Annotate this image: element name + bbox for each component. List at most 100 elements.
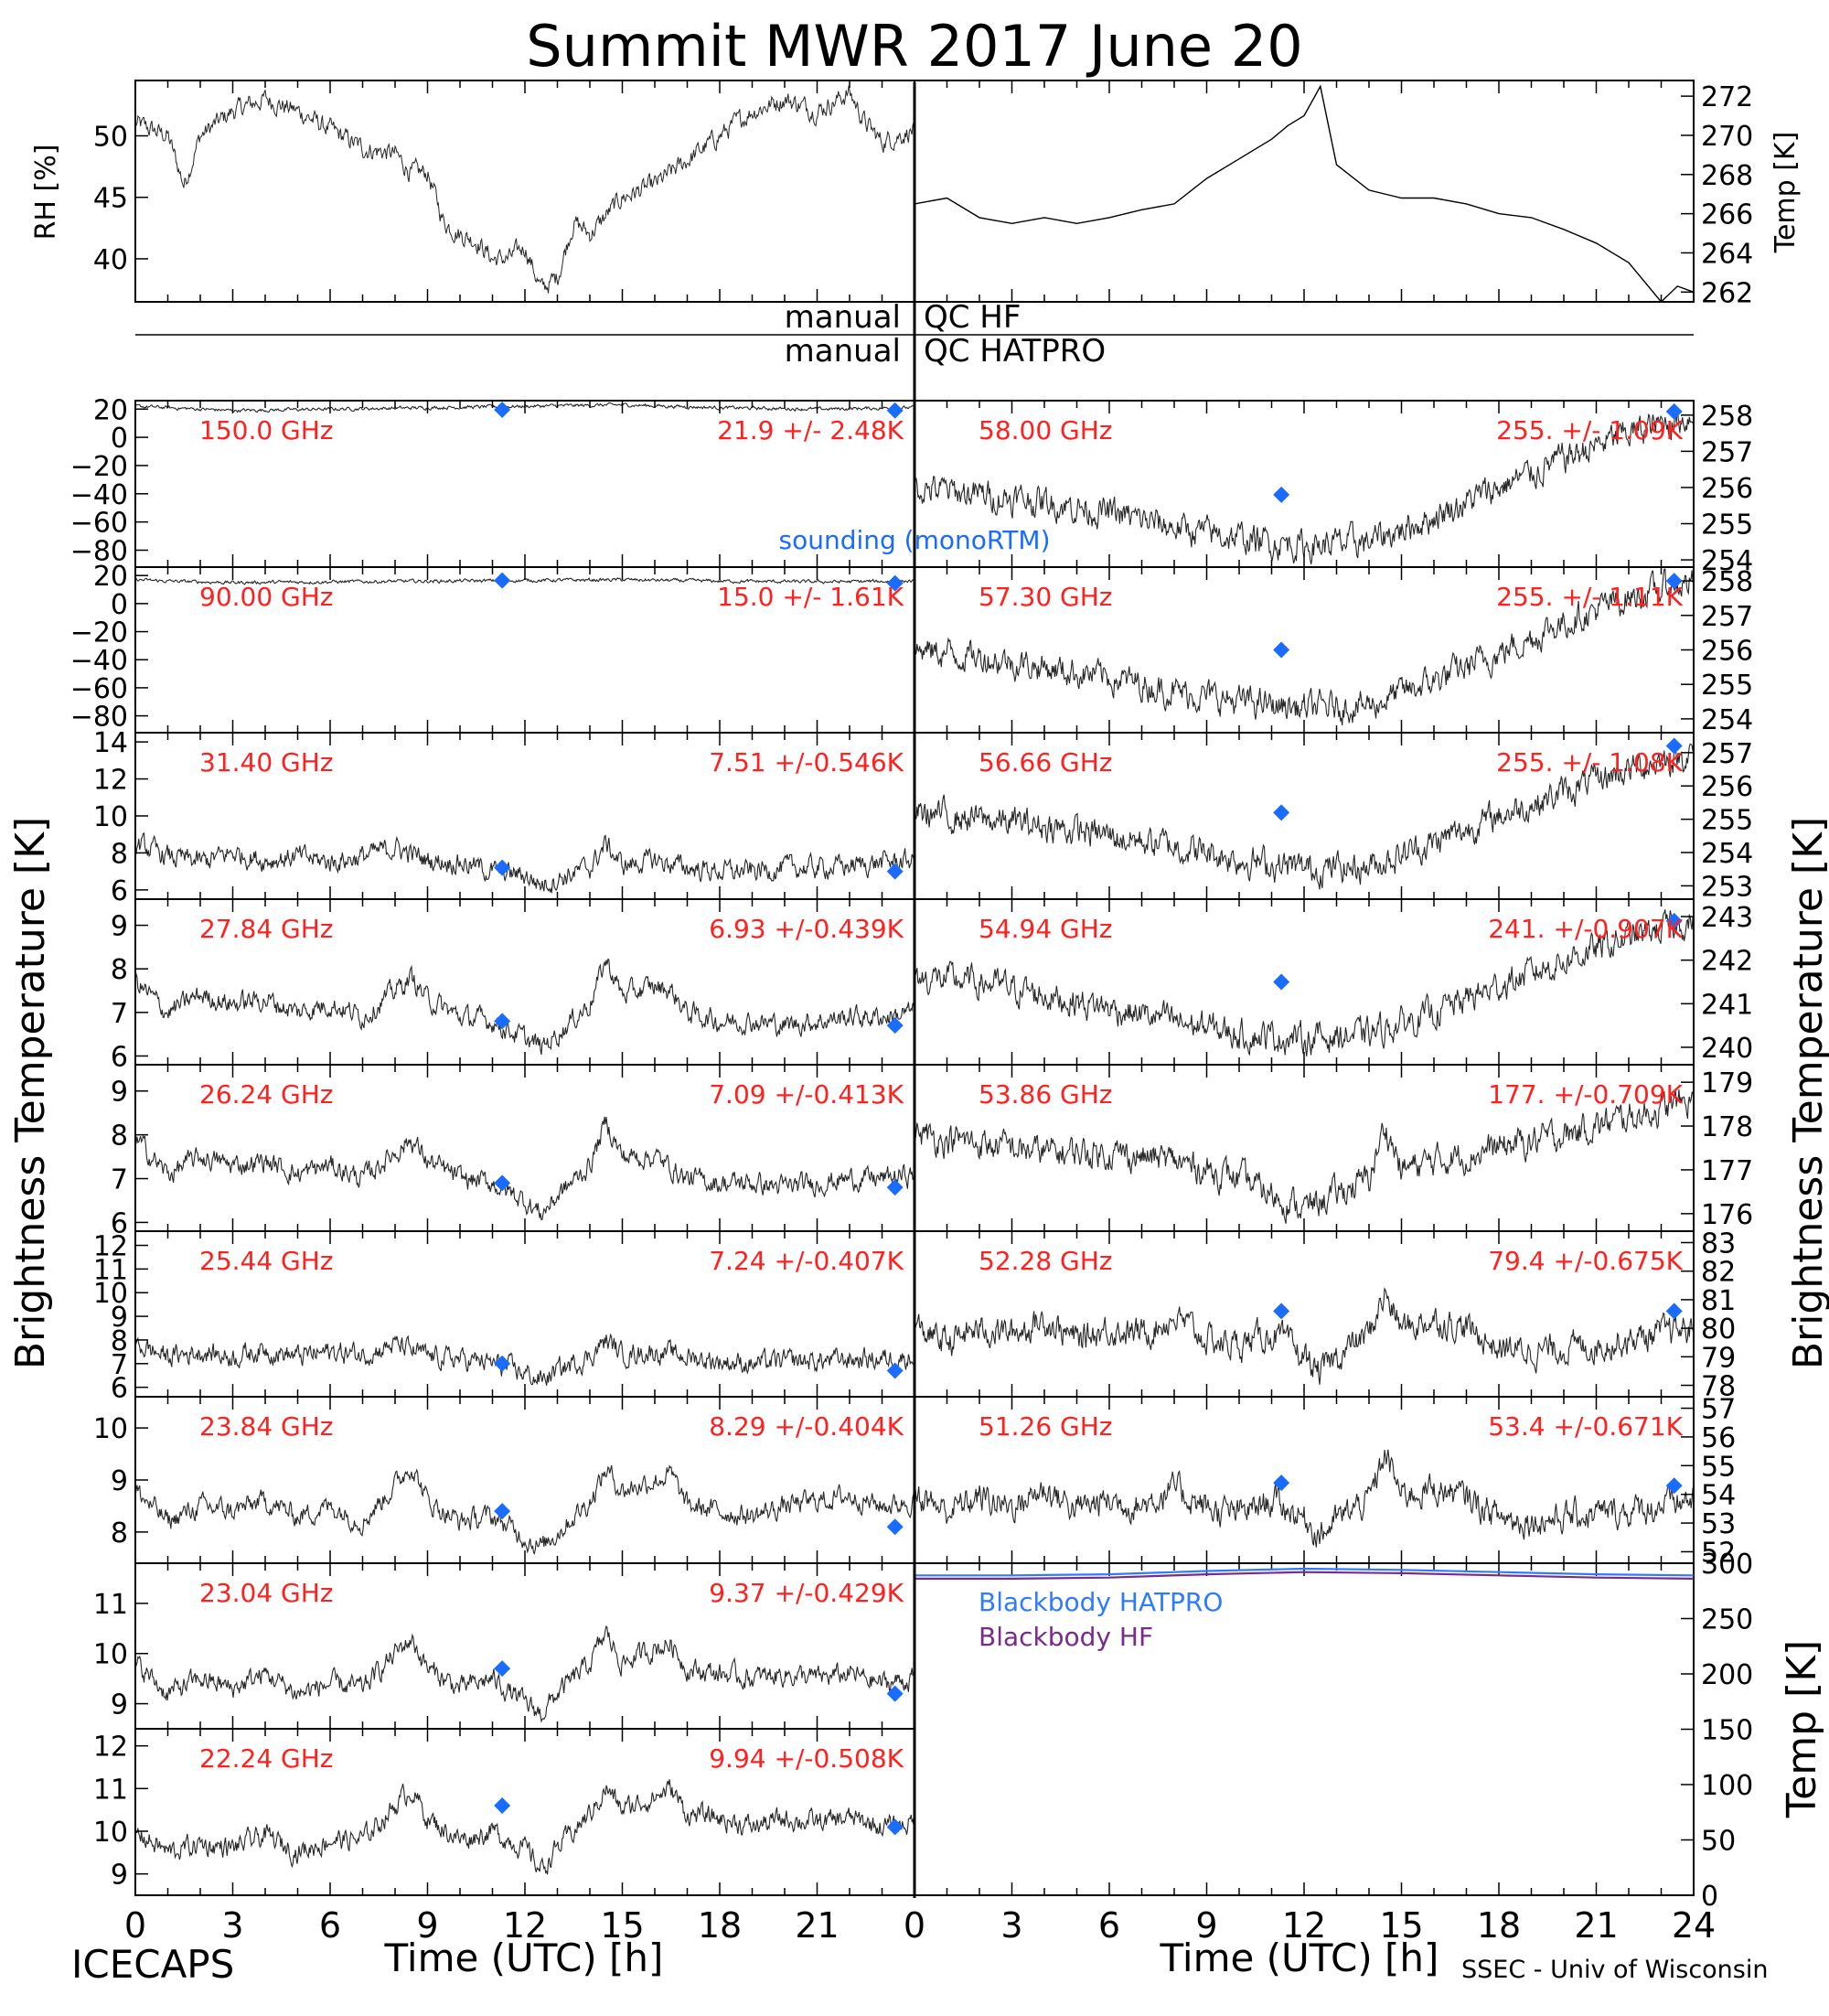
panel-52-28-ghz-ytick-label: 78	[1701, 1371, 1736, 1403]
footer-ssec: SSEC - Univ of Wisconsin	[1461, 1956, 1768, 1984]
panel-26-24-ghz: 6 7 8 9 26.24 GHz 7.09 +/-0.413K	[111, 1064, 915, 1239]
panel-54-94-ghz-ytick-label: 242	[1701, 946, 1753, 978]
panel-26-24-ghz-ytick-label: 9	[111, 1077, 128, 1109]
panel-58-00-ghz-stats-label: 255. +/- 1.09K	[1496, 415, 1683, 445]
panel-22-24-ghz-ytick-label: 12	[93, 1732, 128, 1764]
panel-52-28-ghz-stats-label: 79.4 +/-0.675K	[1488, 1246, 1683, 1276]
panel-25-44-ghz-series-trace	[134, 1333, 915, 1386]
x-tick-label-left: 18	[698, 1905, 742, 1946]
panel-25-44-ghz-ytick-label: 6	[111, 1373, 128, 1405]
panel-52-28-ghz-ytick-label: 82	[1701, 1257, 1736, 1289]
panel-150-0-ghz-sounding-marker	[886, 402, 904, 419]
panel-22-24-ghz-ytick-label: 11	[93, 1774, 128, 1806]
panel-90-00-ghz-series-trace	[134, 577, 915, 585]
panel-56-66-ghz-ytick-label: 256	[1701, 771, 1753, 803]
panel-53-86-ghz: 176 177 178 179 53.86 GHz 177. +/-0.709K	[914, 1064, 1753, 1232]
panel-58-00-ghz-ytick-label: 258	[1701, 401, 1753, 433]
panel-27-84-ghz-stats-label: 6.93 +/-0.439K	[709, 914, 904, 944]
panel-90-00-ghz-ytick-label: −40	[70, 645, 128, 677]
panel-27-84-ghz-ytick-label: 9	[111, 911, 128, 943]
qc-manual-hatpro: manual	[785, 333, 901, 370]
panel-56-66-ghz-ytick-label: 255	[1701, 805, 1753, 837]
panel-23-04-ghz-ytick-label: 10	[93, 1639, 128, 1671]
panel-51-26-ghz-ytick-label: 52	[1701, 1537, 1736, 1569]
panel-150-0-ghz-ytick-label: −20	[70, 451, 128, 483]
panel-51-26-ghz-channel-label: 51.26 GHz	[979, 1411, 1113, 1442]
panel-90-00-ghz-sounding-marker	[494, 572, 511, 589]
panel-51-26-ghz-ytick-label: 54	[1701, 1480, 1736, 1512]
qc-hf-label: QC HF	[924, 299, 1021, 336]
panel-31-40-ghz-stats-label: 7.51 +/-0.546K	[709, 747, 904, 777]
panel-53-86-ghz-ytick-label: 177	[1701, 1155, 1753, 1187]
panel-blackbody-series-line	[914, 1567, 1695, 1577]
chart-title: Summit MWR 2017 June 20	[526, 13, 1302, 80]
panel-31-40-ghz-series-trace	[134, 832, 915, 894]
panel-90-00-ghz-ytick-label: −80	[70, 702, 128, 734]
panel-23-84-ghz-sounding-marker	[494, 1503, 511, 1520]
panel-26-24-ghz-series-trace	[134, 1116, 915, 1221]
panel-31-40-ghz-ytick-label: 8	[111, 838, 128, 870]
panel-90-00-ghz-channel-label: 90.00 GHz	[199, 582, 334, 612]
panel-temp-ytick-label: 270	[1701, 121, 1753, 153]
panel-52-28-ghz-ytick-label: 83	[1701, 1228, 1736, 1260]
panel-26-24-ghz-ytick-label: 8	[111, 1121, 128, 1153]
panel-90-00-ghz-ytick-label: −60	[70, 673, 128, 705]
panel-56-66-ghz-sounding-marker	[1273, 804, 1290, 821]
panel-25-44-ghz-ytick-label: 7	[111, 1349, 128, 1381]
panel-blackbody: 0 50 100 150 200 250 300 Temp [K]	[914, 1549, 1825, 1913]
panel-27-84-ghz-series-trace	[134, 958, 915, 1056]
panel-54-94-ghz-stats-label: 241. +/-0.907K	[1488, 914, 1683, 944]
panel-blackbody-ytick-label: 300	[1701, 1549, 1753, 1581]
panel-27-84-ghz-sounding-marker	[494, 1013, 511, 1030]
panel-57-30-ghz-series-trace	[914, 568, 1695, 726]
panel-22-24-ghz-stats-label: 9.94 +/-0.508K	[709, 1743, 904, 1774]
panel-90-00-ghz-ytick-label: −20	[70, 617, 128, 649]
qc-hatpro-label: QC HATPRO	[924, 333, 1106, 370]
y-axis-label-right: Brightness Temperature [K]	[1785, 817, 1829, 1369]
x-tick-label-left: 0	[124, 1905, 146, 1946]
panel-26-24-ghz-sounding-marker	[494, 1174, 511, 1192]
panel-56-66-ghz-stats-label: 255. +/- 1.08K	[1496, 747, 1683, 777]
panel-54-94-ghz-ytick-label: 243	[1701, 902, 1753, 934]
panel-25-44-ghz-stats-label: 7.24 +/-0.407K	[709, 1246, 904, 1276]
panel-54-94-ghz-sounding-marker	[1665, 912, 1683, 929]
x-tick-label-left: 21	[795, 1905, 839, 1946]
blackbody-axis-label: Temp [K]	[1779, 1640, 1825, 1818]
panel-57-30-ghz-sounding-marker	[1273, 641, 1290, 659]
panel-52-28-ghz-sounding-marker	[1665, 1303, 1683, 1320]
panel-51-26-ghz-ytick-label: 53	[1701, 1508, 1736, 1540]
x-tick-label-right: 3	[1000, 1905, 1022, 1946]
panel-25-44-ghz-channel-label: 25.44 GHz	[199, 1246, 334, 1276]
panel-temp: 262 264 266 268 270 272 Temp [K]	[914, 80, 1802, 309]
panel-57-30-ghz-ytick-label: 257	[1701, 601, 1753, 633]
panel-54-94-ghz: 240 241 242 243 54.94 GHz 241. +/-0.907K	[914, 898, 1753, 1066]
panels-group: 40 45 50 RH [%] 262 264 266 268 270 272 Temp [K] −8…	[30, 80, 1825, 1946]
panel-57-30-ghz-ytick-label: 258	[1701, 566, 1753, 598]
panel-150-0-ghz-channel-label: 150.0 GHz	[199, 415, 334, 445]
footer-icecaps: ICECAPS	[71, 1942, 234, 1987]
panel-26-24-ghz-ytick-label: 7	[111, 1164, 128, 1196]
panel-rh: 40 45 50 RH [%]	[30, 80, 915, 303]
panel-53-86-ghz-ytick-label: 178	[1701, 1111, 1753, 1143]
x-tick-label-left: 9	[416, 1905, 438, 1946]
panel-23-84-ghz-ytick-label: 10	[93, 1413, 128, 1445]
panel-56-66-ghz-ytick-label: 253	[1701, 871, 1753, 903]
panel-27-84-ghz-ytick-label: 6	[111, 1041, 128, 1073]
panel-23-04-ghz-ytick-label: 11	[93, 1589, 128, 1621]
panel-150-0-ghz-ytick-label: 0	[111, 423, 128, 455]
panel-150-0-ghz-ytick-label: −40	[70, 479, 128, 511]
x-tick-label-left: 6	[319, 1905, 341, 1946]
panel-temp-ytick-label: 266	[1701, 199, 1753, 231]
panel-53-86-ghz-stats-label: 177. +/-0.709K	[1488, 1079, 1683, 1110]
panel-52-28-ghz-series-trace	[914, 1287, 1695, 1385]
panel-51-26-ghz-stats-label: 53.4 +/-0.671K	[1488, 1411, 1683, 1442]
y-axis-label-left: Brightness Temperature [K]	[7, 817, 54, 1369]
panel-temp-ytick-label: 268	[1701, 160, 1753, 192]
panel-blackbody-ytick-label: 0	[1701, 1881, 1718, 1913]
panel-53-86-ghz-channel-label: 53.86 GHz	[979, 1079, 1113, 1110]
panel-51-26-ghz-sounding-marker	[1665, 1477, 1683, 1495]
panel-blackbody-ytick-label: 50	[1701, 1826, 1736, 1858]
panel-54-94-ghz-series-trace	[914, 909, 1695, 1056]
